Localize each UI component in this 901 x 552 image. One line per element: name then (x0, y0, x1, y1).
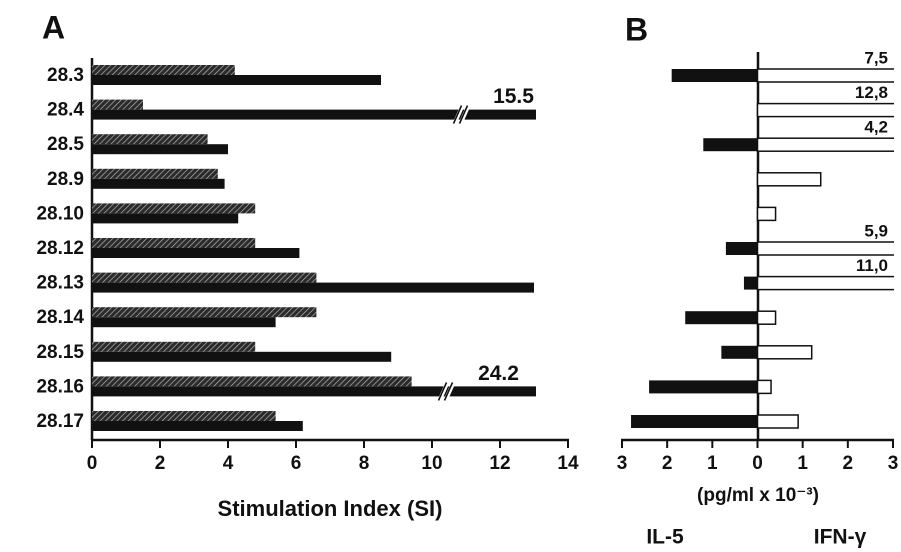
bar (92, 421, 303, 431)
category-label: 28.15 (36, 342, 84, 363)
bar (671, 69, 758, 82)
x-tick-label: 4 (223, 453, 234, 474)
bar (756, 137, 894, 152)
x-tick-label: 3 (888, 453, 899, 474)
bar (721, 345, 758, 359)
bar (649, 380, 758, 394)
axis-break (443, 381, 456, 402)
axis-break (443, 382, 454, 401)
x-tick-label: 14 (557, 453, 579, 474)
x-tick-label: 1 (797, 453, 808, 474)
x-tick-label: 10 (421, 453, 442, 474)
x-tick-label: 0 (752, 453, 763, 474)
x-tick-label: 8 (359, 453, 370, 474)
axis-break (458, 105, 469, 124)
bar (92, 109, 536, 120)
bar (92, 203, 256, 214)
bar (756, 241, 894, 256)
x-tick-label: 0 (87, 453, 98, 474)
value-label: 12,8 (855, 83, 888, 102)
bar (92, 351, 392, 362)
panel-title: B (625, 11, 648, 47)
x-tick-label: 2 (662, 453, 673, 474)
axis-break (452, 105, 463, 124)
bar (743, 276, 758, 290)
bar (756, 310, 777, 325)
bar (756, 379, 772, 395)
category-label: 28.9 (47, 169, 84, 190)
panel-title: A (42, 9, 65, 45)
bar (92, 99, 143, 110)
bar (725, 242, 758, 255)
bar (92, 238, 256, 248)
category-label: 28.10 (36, 203, 84, 224)
bar (92, 168, 218, 179)
x-tick-label: 1 (707, 453, 718, 474)
category-label: 28.17 (36, 411, 84, 432)
bar (703, 138, 758, 152)
category-label: 28.12 (36, 238, 84, 259)
bar (631, 415, 758, 428)
category-label: 28.5 (47, 134, 84, 155)
axis-break (437, 381, 450, 402)
bar (92, 144, 228, 155)
category-label: 28.13 (36, 273, 84, 294)
bar (756, 68, 894, 83)
bar (92, 386, 536, 397)
bar (92, 213, 239, 224)
value-label: 4,2 (864, 118, 888, 137)
series-label: IFN-γ (814, 526, 867, 549)
x-tick-label: 12 (489, 453, 510, 474)
value-label: 5,9 (864, 221, 888, 240)
category-label: 28.4 (47, 100, 84, 121)
value-label: 7,5 (864, 48, 888, 67)
bar (92, 376, 412, 387)
bar (92, 75, 381, 85)
bar (756, 345, 813, 360)
axis-break (452, 104, 465, 125)
bar (92, 282, 534, 293)
bar (92, 65, 235, 75)
x-tick-label: 6 (291, 453, 302, 474)
bar (92, 178, 225, 189)
x-axis-label: Stimulation Index (SI) (218, 496, 443, 521)
bar (756, 206, 777, 222)
bar (92, 411, 276, 421)
bar (92, 341, 256, 352)
axis-break (458, 104, 471, 125)
value-label: 15.5 (493, 85, 534, 108)
bar (92, 272, 317, 283)
bar (756, 275, 894, 291)
bar (685, 311, 758, 325)
series-label: IL-5 (646, 526, 684, 549)
value-label: 11,0 (856, 256, 888, 275)
bar (756, 102, 894, 118)
x-tick-label: 3 (617, 453, 628, 474)
bar (92, 317, 276, 328)
bar (92, 248, 300, 258)
x-tick-label: 2 (843, 453, 854, 474)
category-label: 28.3 (47, 65, 84, 86)
bar (92, 307, 317, 318)
axis-break (437, 382, 448, 401)
bar (92, 134, 208, 145)
bar (756, 414, 799, 429)
x-tick-label: 2 (155, 453, 166, 474)
bar (756, 172, 822, 187)
value-label: 24.2 (478, 362, 519, 385)
x-axis-label: (pg/ml x 10⁻³) (697, 485, 819, 506)
category-label: 28.14 (36, 307, 84, 328)
category-label: 28.16 (36, 376, 84, 397)
